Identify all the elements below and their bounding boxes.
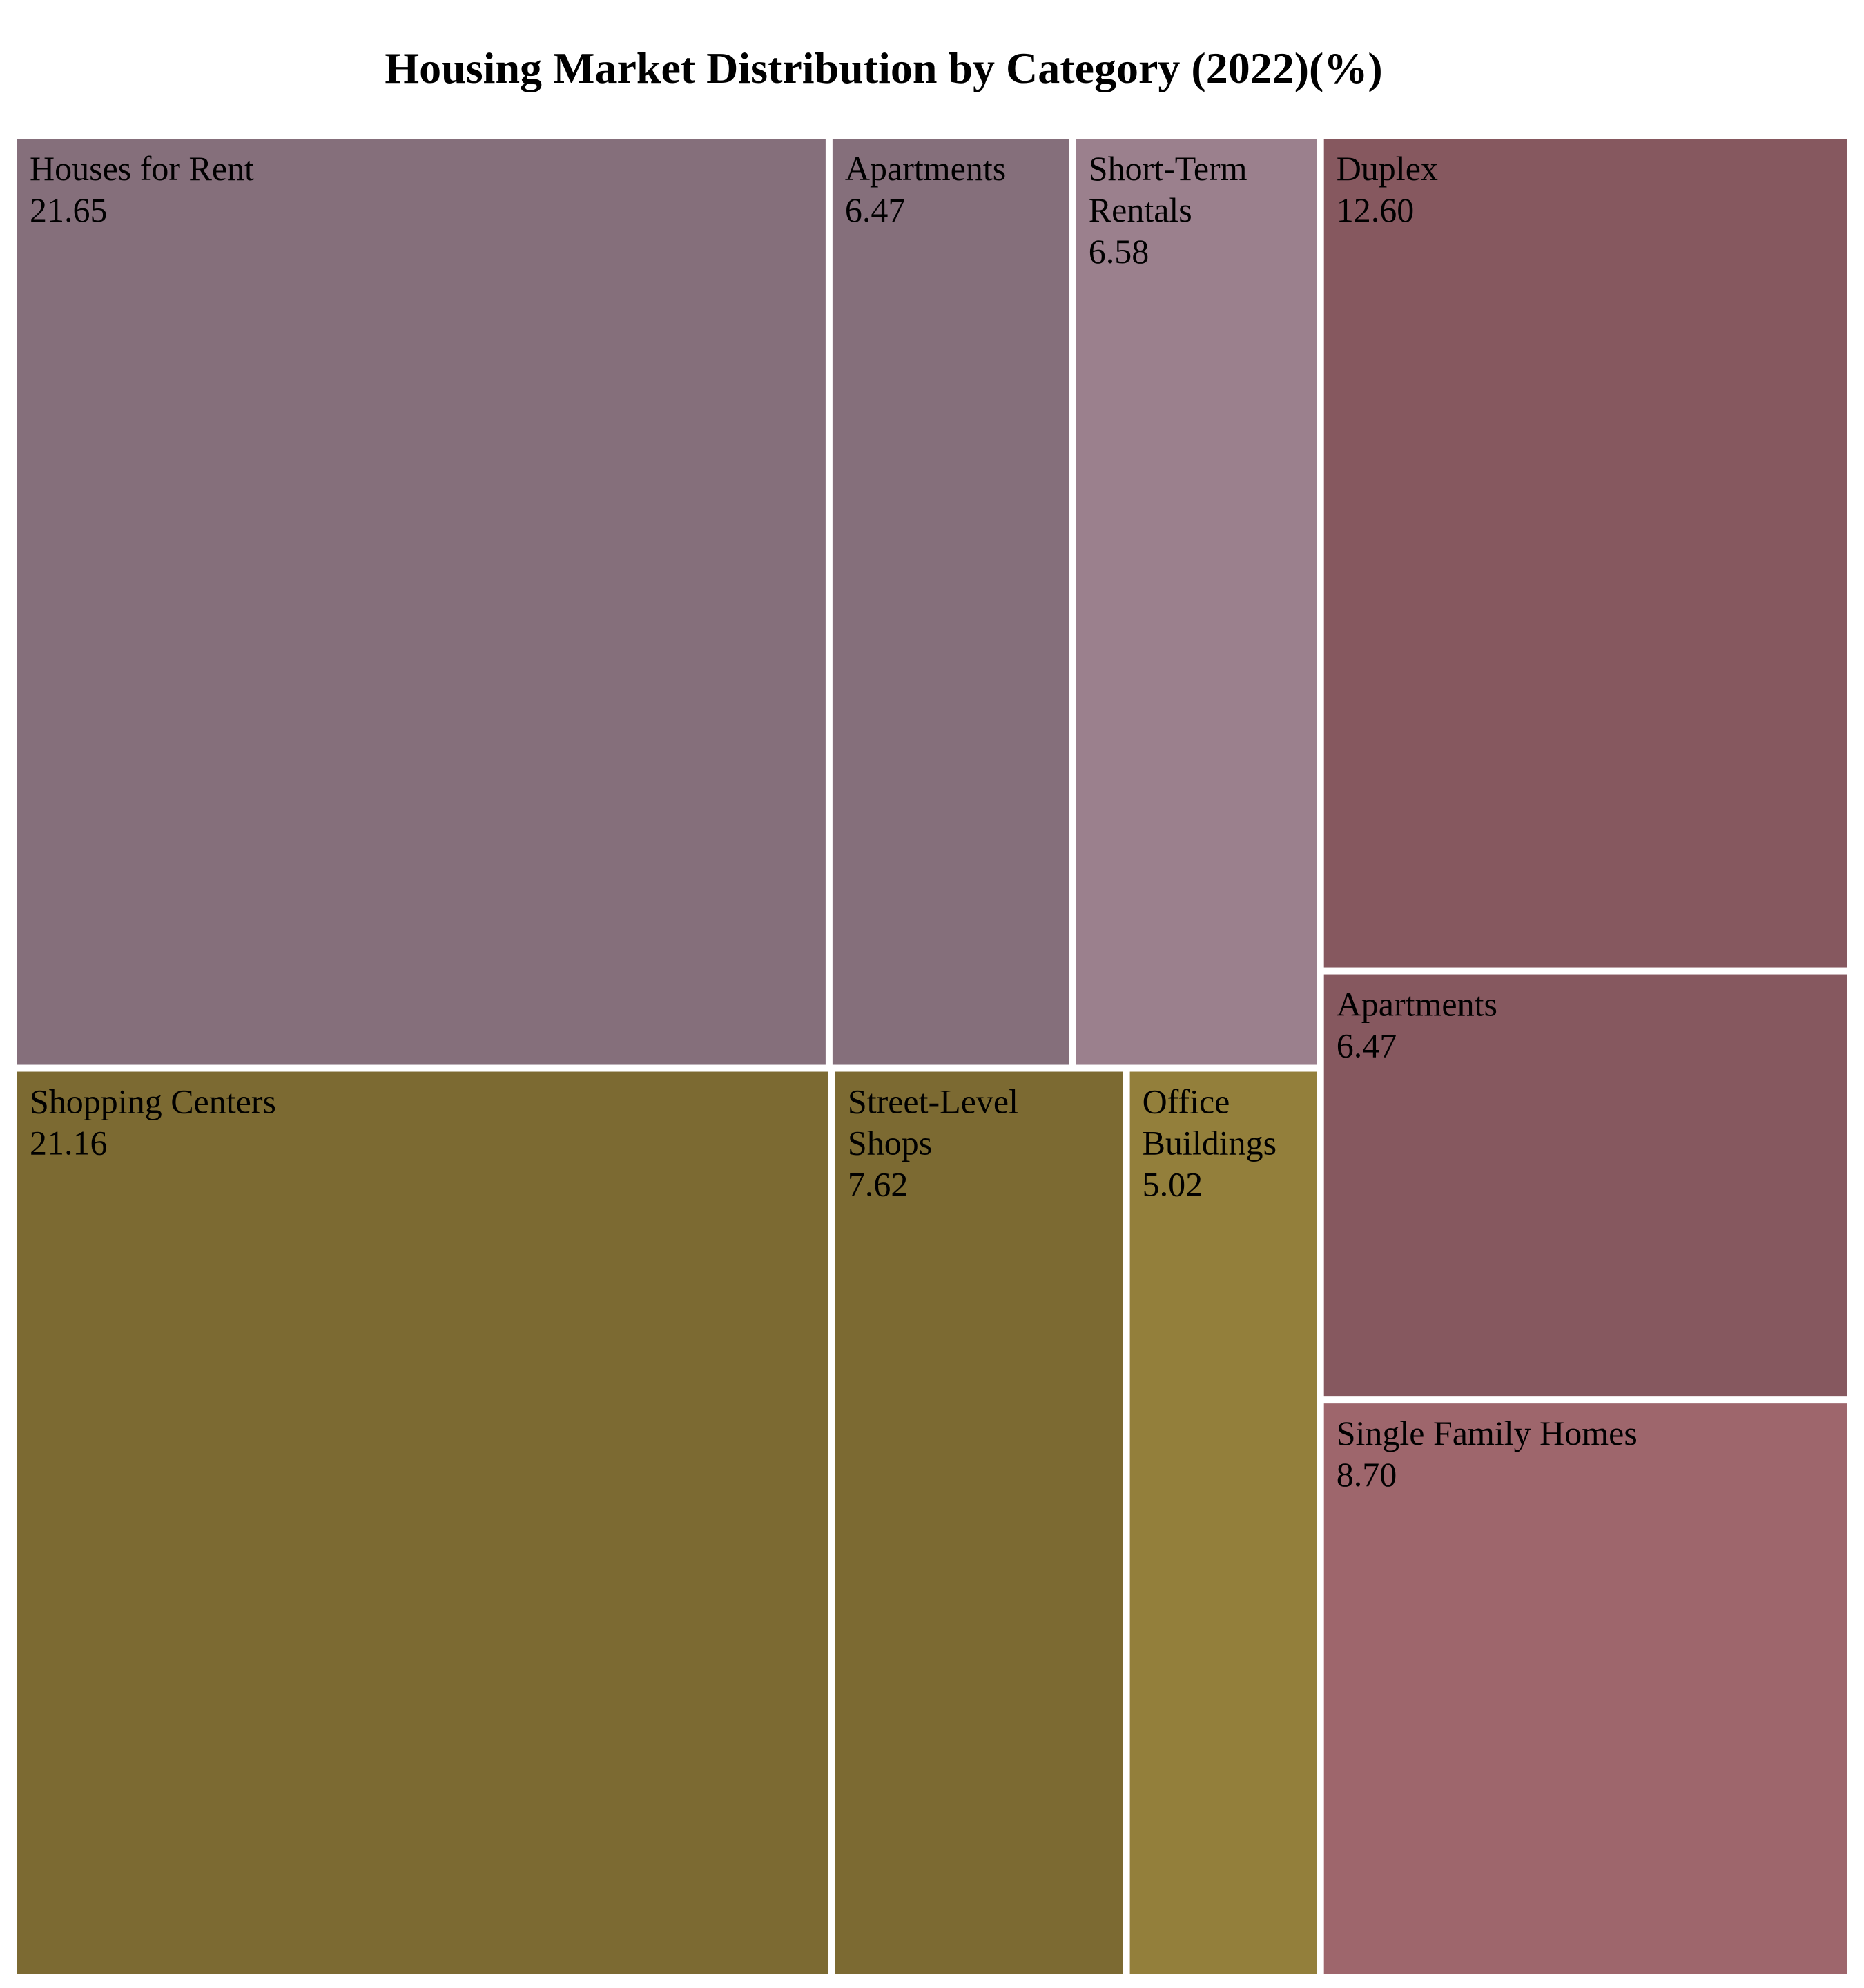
tile-name-label: Houses for Rent bbox=[30, 149, 254, 188]
tile-value-label: 21.65 bbox=[30, 191, 108, 229]
treemap-rect bbox=[835, 1071, 1123, 1974]
treemap-rect bbox=[1076, 139, 1317, 1065]
tile-name-label: Shopping Centers bbox=[30, 1082, 276, 1121]
tile-name-label: Buildings bbox=[1143, 1124, 1276, 1162]
treemap-rect bbox=[1323, 139, 1847, 968]
tile-name-label: Short-Term bbox=[1089, 149, 1247, 188]
tile-name-label: Rentals bbox=[1089, 191, 1192, 229]
chart-title: Housing Market Distribution by Category … bbox=[385, 43, 1383, 92]
tile-name-label: Single Family Homes bbox=[1337, 1414, 1638, 1452]
tile-name-label: Office bbox=[1143, 1082, 1230, 1121]
tile-value-label: 6.47 bbox=[1337, 1026, 1397, 1065]
treemap-rect bbox=[17, 1071, 828, 1974]
tile-name-label: Duplex bbox=[1337, 149, 1438, 188]
tile-name-label: Shops bbox=[848, 1124, 932, 1162]
tile-name-label: Street-Level bbox=[848, 1082, 1018, 1121]
treemap-rect bbox=[17, 139, 826, 1065]
tile-value-label: 6.58 bbox=[1089, 232, 1149, 271]
treemap-rect bbox=[1323, 1403, 1847, 1974]
treemap-rect bbox=[1129, 1071, 1317, 1974]
tile-value-label: 5.02 bbox=[1143, 1165, 1203, 1204]
tile-value-label: 6.47 bbox=[845, 191, 906, 229]
tile-value-label: 21.16 bbox=[30, 1124, 108, 1162]
tile-value-label: 12.60 bbox=[1337, 191, 1415, 229]
treemap-rect bbox=[832, 139, 1069, 1065]
treemap-rect bbox=[1323, 974, 1847, 1397]
tile-value-label: 7.62 bbox=[848, 1165, 909, 1204]
tile-name-label: Apartments bbox=[1337, 985, 1497, 1024]
tile-value-label: 8.70 bbox=[1337, 1455, 1397, 1494]
tile-name-label: Apartments bbox=[845, 149, 1006, 188]
